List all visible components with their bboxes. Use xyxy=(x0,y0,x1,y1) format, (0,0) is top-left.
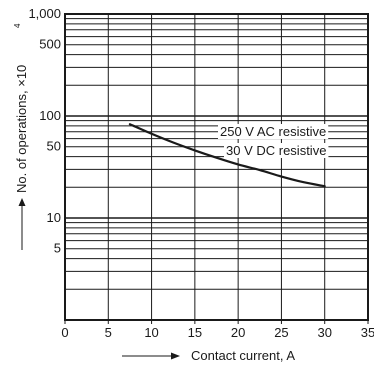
x-tick-label: 10 xyxy=(144,325,158,340)
y-axis-title: No. of operations, ×10 xyxy=(14,65,29,193)
x-tick-labels: 0 5 10 15 20 25 30 35 xyxy=(61,325,374,340)
x-axis-arrowhead-icon xyxy=(171,352,180,360)
y-tick-labels: 5 10 50 100 500 1,000 xyxy=(28,6,61,256)
series-label-backing xyxy=(224,143,329,158)
series-label-1: 250 V AC resistive xyxy=(220,124,326,139)
series-label-2: 30 V DC resistive xyxy=(226,143,326,158)
y-tick-label: 5 xyxy=(54,241,61,256)
y-tick-label: 1,000 xyxy=(28,6,61,21)
x-tick-label: 25 xyxy=(274,325,288,340)
x-axis-title-group: Contact current, A xyxy=(122,348,295,363)
plot-border xyxy=(64,13,369,321)
x-tick-label: 5 xyxy=(105,325,112,340)
grid-lines xyxy=(64,14,369,320)
x-axis-title: Contact current, A xyxy=(191,348,295,363)
y-tick-label: 50 xyxy=(47,139,61,154)
series-labels: 250 V AC resistive 30 V DC resistive xyxy=(218,124,329,158)
y-tick-label: 500 xyxy=(39,37,61,52)
series-line xyxy=(128,123,326,188)
x-tick-label: 35 xyxy=(361,325,374,340)
x-tick-label: 30 xyxy=(317,325,331,340)
x-tick-label: 15 xyxy=(188,325,202,340)
x-tick-label: 20 xyxy=(231,325,245,340)
x-tick-label: 0 xyxy=(61,325,68,340)
y-axis-arrowhead-icon xyxy=(18,198,26,206)
series-label-backing xyxy=(218,124,329,139)
y-axis-title-exponent: 4 xyxy=(13,23,22,28)
plot-frame xyxy=(64,13,369,324)
y-tick-label: 10 xyxy=(47,210,61,225)
y-tick-label: 100 xyxy=(39,108,61,123)
series-layer xyxy=(128,123,326,188)
y-axis-title-group: No. of operations, ×10 xyxy=(14,65,29,250)
